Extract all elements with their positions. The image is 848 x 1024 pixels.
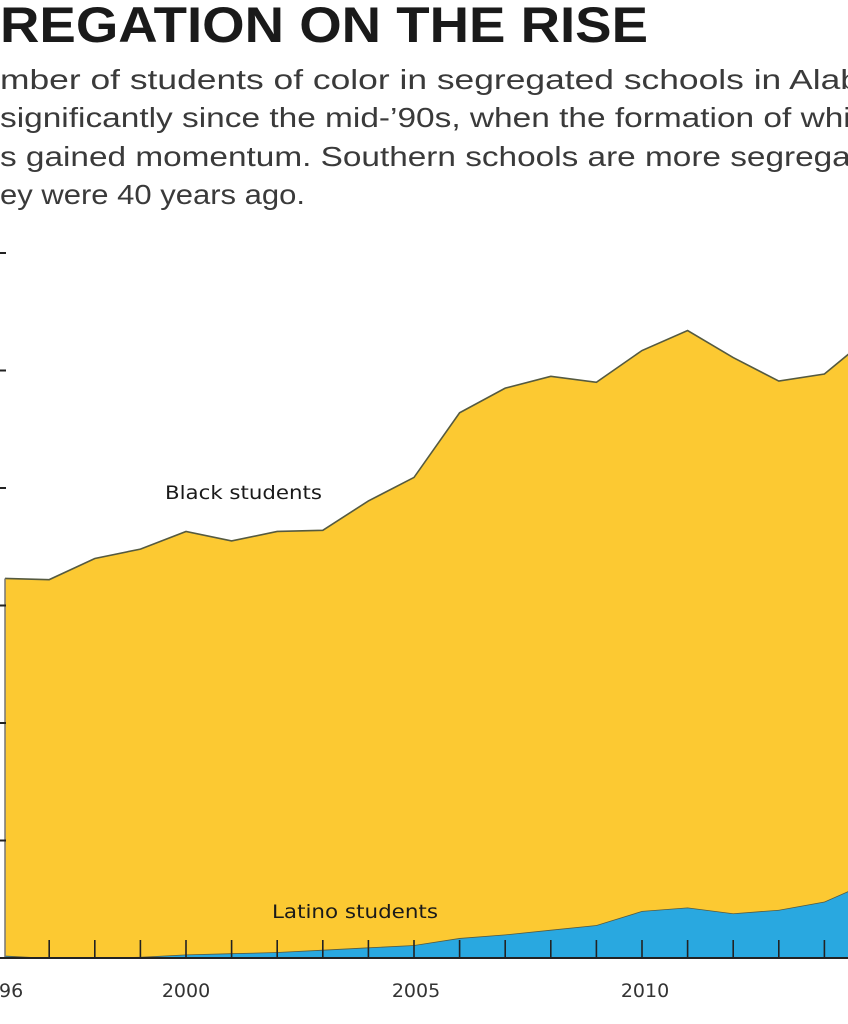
chart-title: REGATION ON THE RISE — [0, 0, 648, 53]
line-black-students — [4, 329, 848, 581]
x-tick-label: 2000 — [162, 980, 210, 1002]
area-latino-students — [5, 891, 848, 958]
series-label-black: Black students — [165, 482, 322, 504]
x-tick-label: 2005 — [392, 980, 440, 1002]
x-tick-label: 2010 — [621, 980, 669, 1002]
area-black-students — [5, 330, 848, 958]
description-line-3: s gained momentum. Southern schools are … — [0, 141, 848, 172]
description-line-2: significantly since the mid-’90s, when t… — [0, 102, 848, 133]
series-label-latino: Latino students — [272, 901, 438, 923]
description-line-4: ey were 40 years ago. — [0, 179, 305, 210]
description-line-1: mber of students of color in segregated … — [0, 64, 848, 95]
x-tick-label: 96 — [0, 980, 23, 1002]
